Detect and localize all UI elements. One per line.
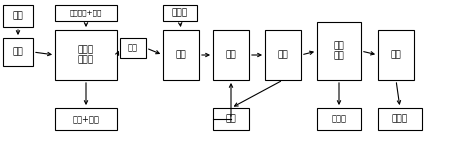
Text: 脱色: 脱色 [176, 51, 186, 59]
Bar [3, 38, 33, 66]
Text: 膜生物
反应器: 膜生物 反应器 [78, 46, 94, 64]
Text: 选育: 选育 [13, 48, 24, 56]
Text: 浓缩: 浓缩 [226, 51, 236, 59]
Bar [3, 5, 33, 27]
Bar [213, 108, 249, 130]
Text: 滤液: 滤液 [128, 43, 138, 53]
Text: 柠檬酸: 柠檬酸 [392, 114, 408, 124]
Text: 薑液熟料+辅料: 薑液熟料+辅料 [70, 10, 102, 16]
Bar [163, 30, 199, 80]
Text: 菌种: 菌种 [13, 12, 24, 20]
Text: 活性炭: 活性炭 [172, 8, 188, 18]
Text: 离心
分离: 离心 分离 [334, 42, 345, 60]
Text: 结晶: 结晶 [278, 51, 288, 59]
Bar [317, 22, 361, 80]
Bar [55, 5, 117, 21]
Bar [55, 30, 117, 80]
Bar [378, 108, 422, 130]
Bar [120, 38, 146, 58]
Bar [55, 108, 117, 130]
Text: 母液: 母液 [226, 114, 236, 124]
Bar [213, 30, 249, 80]
Bar [317, 108, 361, 130]
Text: 干燥: 干燥 [391, 51, 401, 59]
Text: 皮糖液: 皮糖液 [331, 114, 346, 124]
Bar [378, 30, 414, 80]
Text: 残渣+固体: 残渣+固体 [73, 114, 100, 124]
Bar [265, 30, 301, 80]
Bar [163, 5, 197, 21]
